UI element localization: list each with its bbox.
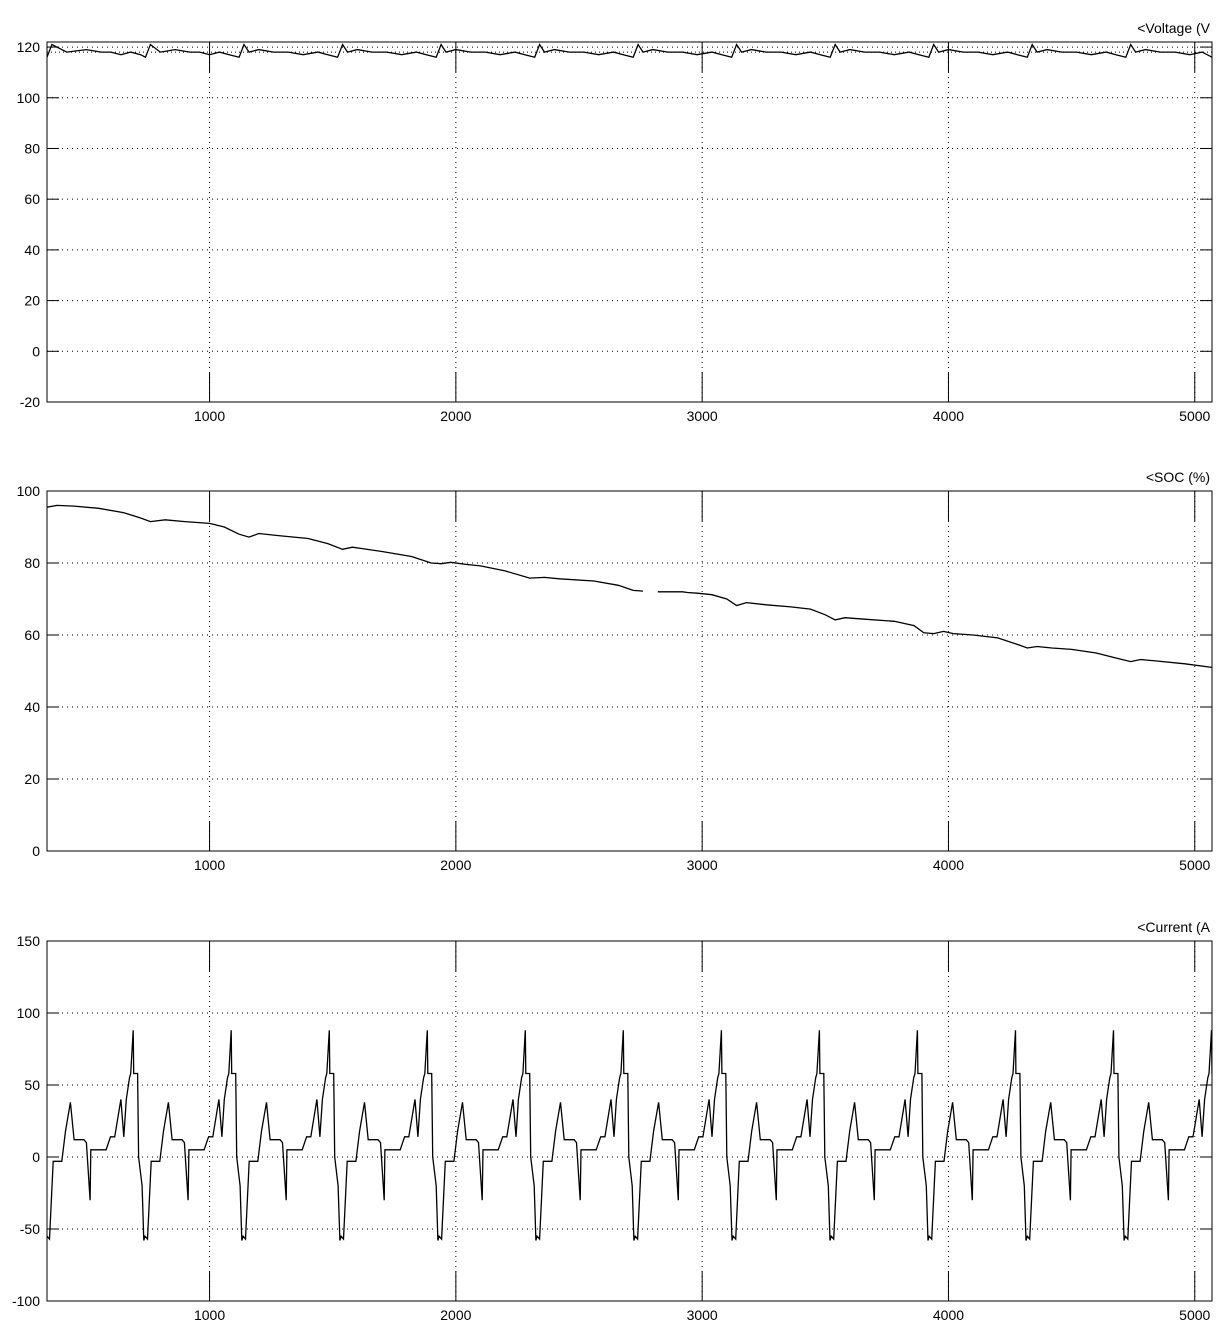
- y-tick-label: -50: [20, 1221, 40, 1237]
- x-tick-label: 4000: [933, 857, 964, 873]
- y-tick-label: 100: [17, 90, 41, 106]
- x-tick-label: 5000: [1179, 408, 1210, 424]
- x-tick-label: 1000: [194, 408, 225, 424]
- y-tick-label: 0: [32, 843, 40, 859]
- chart-title: <Current (A: [1137, 919, 1210, 935]
- series-line-1: [47, 504, 644, 592]
- chart-panel-2: 1000 2000 3000 4000 5000 100 80 60 40 20 0 <SOC (%): [17, 469, 1213, 873]
- x-tick-label: 3000: [687, 408, 718, 424]
- axes-box: [46, 940, 1213, 1302]
- y-tick-label: 100: [17, 483, 41, 499]
- y-tick-label: 120: [17, 39, 41, 55]
- chart-title: <Voltage (V: [1137, 20, 1210, 36]
- y-tick-label: 150: [17, 933, 41, 949]
- y-tick-label: 60: [24, 627, 40, 643]
- x-tick-label: 2000: [440, 408, 471, 424]
- series-line-2: [657, 591, 1212, 669]
- x-tick-label: 5000: [1179, 1307, 1210, 1323]
- x-tick-label: 5000: [1179, 857, 1210, 873]
- axes-box: [46, 490, 1213, 852]
- y-tick-label: 50: [24, 1077, 40, 1093]
- y-tick-label: 0: [32, 343, 40, 359]
- y-tick-label: 80: [24, 555, 40, 571]
- y-tick-label: -100: [12, 1293, 40, 1309]
- y-tick-label: 60: [24, 191, 40, 207]
- chart-panel-3: 1000 2000 3000 4000 5000 150 100 50 0 -50 -100 <Cur…: [12, 919, 1213, 1323]
- series-line-1: [47, 1030, 1212, 1241]
- y-tick-label: 80: [24, 140, 40, 156]
- y-tick-label: 100: [17, 1005, 41, 1021]
- chart-panel-1: 1000 2000 3000 4000 5000 120 100 80 60 40 20 0 -20 <V…: [17, 20, 1213, 424]
- x-tick-label: 3000: [687, 857, 718, 873]
- x-tick-label: 3000: [687, 1307, 718, 1323]
- x-tick-label: 1000: [194, 857, 225, 873]
- y-tick-label: -20: [20, 394, 40, 410]
- y-tick-label: 20: [24, 771, 40, 787]
- series-line-1: [47, 43, 1212, 59]
- x-tick-label: 2000: [440, 857, 471, 873]
- x-tick-label: 4000: [933, 408, 964, 424]
- y-tick-label: 40: [24, 699, 40, 715]
- x-tick-label: 2000: [440, 1307, 471, 1323]
- x-tick-label: 1000: [194, 1307, 225, 1323]
- y-tick-label: 20: [24, 293, 40, 309]
- y-tick-label: 0: [32, 1149, 40, 1165]
- y-tick-label: 40: [24, 242, 40, 258]
- axes-box: [46, 41, 1213, 403]
- x-tick-label: 4000: [933, 1307, 964, 1323]
- chart-title: <SOC (%): [1146, 469, 1210, 485]
